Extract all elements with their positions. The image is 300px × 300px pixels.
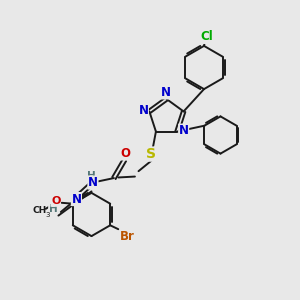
Text: H: H — [49, 204, 57, 214]
Text: N: N — [138, 104, 148, 117]
Text: H: H — [87, 171, 96, 181]
Text: N: N — [88, 176, 98, 189]
Text: Cl: Cl — [200, 30, 213, 44]
Text: CH: CH — [33, 206, 47, 215]
Text: N: N — [71, 193, 81, 206]
Text: 3: 3 — [45, 212, 50, 218]
Text: N: N — [161, 86, 171, 99]
Text: O: O — [51, 196, 60, 206]
Text: N: N — [179, 124, 189, 137]
Text: Br: Br — [120, 230, 135, 243]
Text: O: O — [120, 147, 130, 160]
Text: S: S — [146, 147, 156, 161]
